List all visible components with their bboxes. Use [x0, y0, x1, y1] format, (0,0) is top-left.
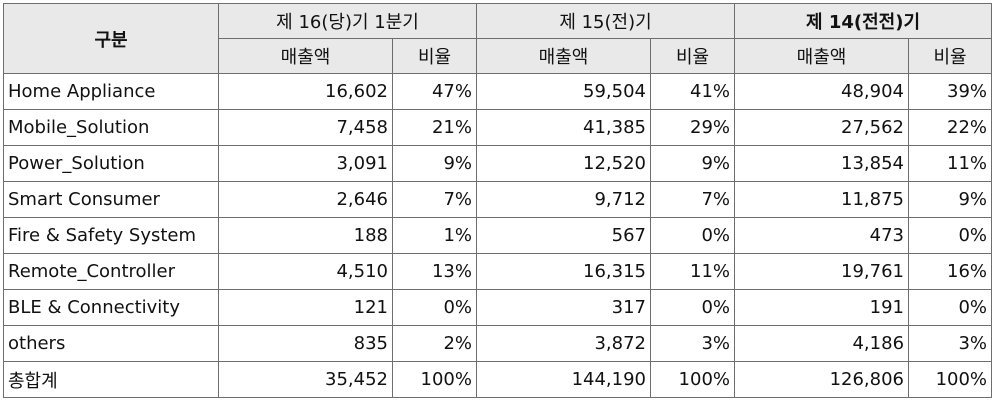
table-row: 총합계 35,452 100% 144,190 100% 126,806 100%	[3, 361, 993, 398]
ratio-cell: 29%	[649, 109, 736, 146]
sales-header: 매출액	[218, 38, 393, 74]
table-row: Smart Consumer 2,646 7% 9,712 7% 11,875 9%	[3, 181, 993, 218]
ratio-cell: 11%	[908, 145, 993, 182]
table-row: Fire & Safety System 188 1% 567 0% 473 0%	[3, 217, 993, 254]
sales-breakdown-table: 구분 제 16(당)기 1분기 제 15(전)기 제 14(전전)기 매출액 비…	[3, 3, 993, 398]
ratio-cell: 0%	[649, 217, 736, 254]
sales-cell: 144,190	[476, 361, 651, 398]
table-row: Remote_Controller 4,510 13% 16,315 11% 19,761…	[3, 253, 993, 290]
sales-cell: 3,872	[476, 325, 651, 362]
ratio-cell: 21%	[392, 109, 477, 146]
ratio-cell: 100%	[908, 361, 993, 398]
sales-cell: 12,520	[476, 145, 651, 182]
ratio-cell: 100%	[392, 361, 477, 398]
sales-cell: 473	[734, 217, 910, 254]
period-header-previous: 제 15(전)기	[475, 3, 736, 39]
table-row: others 835 2% 3,872 3% 4,186 3%	[3, 325, 993, 362]
sales-header: 매출액	[734, 38, 910, 74]
sales-cell: 4,186	[734, 325, 910, 362]
ratio-header: 비율	[908, 38, 993, 74]
sales-header: 매출액	[476, 38, 651, 74]
sales-cell: 4,510	[218, 253, 393, 290]
sales-cell: 126,806	[734, 361, 910, 398]
ratio-cell: 9%	[649, 145, 736, 182]
ratio-cell: 7%	[649, 181, 736, 218]
ratio-cell: 0%	[908, 289, 993, 326]
ratio-cell: 100%	[649, 361, 736, 398]
sales-cell: 317	[476, 289, 651, 326]
ratio-cell: 41%	[649, 73, 736, 110]
sales-cell: 16,602	[218, 73, 393, 110]
category-header: 구분	[3, 3, 219, 74]
sales-cell: 59,504	[476, 73, 651, 110]
ratio-cell: 39%	[908, 73, 993, 110]
table-row: BLE & Connectivity 121 0% 317 0% 191 0%	[3, 289, 993, 326]
sales-cell: 11,875	[734, 181, 910, 218]
sales-cell: 27,562	[734, 109, 910, 146]
ratio-cell: 47%	[392, 73, 477, 110]
sales-cell: 7,458	[218, 109, 393, 146]
ratio-header: 비율	[392, 38, 477, 74]
sales-cell: 121	[218, 289, 393, 326]
ratio-cell: 0%	[649, 289, 736, 326]
sales-cell: 35,452	[218, 361, 393, 398]
sales-cell: 3,091	[218, 145, 393, 182]
sales-cell: 2,646	[218, 181, 393, 218]
table-row: Home Appliance 16,602 47% 59,504 41% 48,904 39…	[3, 73, 993, 110]
sales-cell: 16,315	[476, 253, 651, 290]
row-label: others	[3, 325, 219, 362]
row-label: Mobile_Solution	[3, 109, 219, 146]
ratio-cell: 9%	[392, 145, 477, 182]
sales-cell: 191	[734, 289, 910, 326]
row-label: BLE & Connectivity	[3, 289, 219, 326]
sales-cell: 48,904	[734, 73, 910, 110]
ratio-cell: 22%	[908, 109, 993, 146]
row-label: Remote_Controller	[3, 253, 219, 290]
row-label: Smart Consumer	[3, 181, 219, 218]
sales-cell: 13,854	[734, 145, 910, 182]
table-header: 구분 제 16(당)기 1분기 제 15(전)기 제 14(전전)기 매출액 비…	[3, 3, 993, 74]
ratio-cell: 0%	[908, 217, 993, 254]
ratio-cell: 16%	[908, 253, 993, 290]
ratio-cell: 9%	[908, 181, 993, 218]
table-row: Mobile_Solution 7,458 21% 41,385 29% 27,562 22…	[3, 109, 993, 146]
ratio-cell: 3%	[908, 325, 993, 362]
table-body: Home Appliance 16,602 47% 59,504 41% 48,904 39…	[3, 73, 993, 398]
ratio-cell: 7%	[392, 181, 477, 218]
ratio-cell: 11%	[649, 253, 736, 290]
sales-cell: 188	[218, 217, 393, 254]
ratio-cell: 0%	[392, 289, 477, 326]
row-label: Home Appliance	[3, 73, 219, 110]
sales-cell: 19,761	[734, 253, 910, 290]
ratio-cell: 13%	[392, 253, 477, 290]
ratio-cell: 2%	[392, 325, 477, 362]
row-label: Fire & Safety System	[3, 217, 219, 254]
row-label: Power_Solution	[3, 145, 219, 182]
ratio-cell: 3%	[649, 325, 736, 362]
sales-cell: 41,385	[476, 109, 651, 146]
period-header-before-previous: 제 14(전전)기	[734, 3, 993, 39]
row-label: 총합계	[3, 361, 219, 398]
sales-cell: 567	[476, 217, 651, 254]
period-header-current: 제 16(당)기 1분기	[218, 3, 477, 39]
sales-cell: 9,712	[476, 181, 651, 218]
sales-cell: 835	[218, 325, 393, 362]
table-row: Power_Solution 3,091 9% 12,520 9% 13,854 11%	[3, 145, 993, 182]
ratio-cell: 1%	[392, 217, 477, 254]
ratio-header: 비율	[649, 38, 736, 74]
